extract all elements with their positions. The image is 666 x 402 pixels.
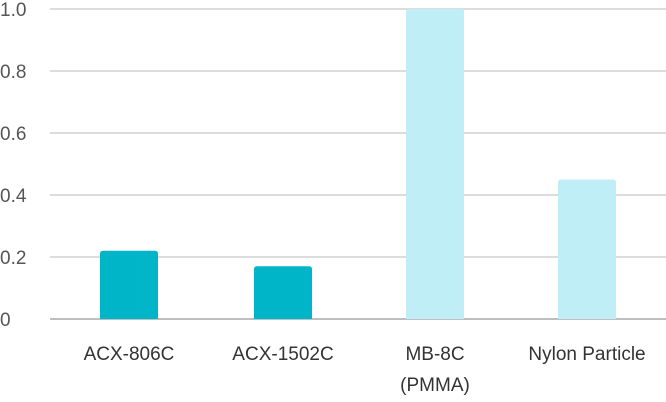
bar — [558, 179, 616, 319]
y-tick-label: 1.0 — [0, 0, 26, 21]
bar — [100, 250, 158, 319]
x-category-label: ACX-1502C — [232, 344, 333, 365]
x-category-label: MB-8C — [405, 344, 464, 365]
y-tick-label: 0.6 — [0, 124, 26, 145]
y-tick-label: 0 — [0, 310, 11, 331]
y-tick-label: 0.8 — [0, 62, 26, 83]
x-category-label: (PMMA) — [400, 375, 470, 396]
bars — [100, 9, 616, 319]
bar — [254, 266, 312, 319]
x-category-label: ACX-806C — [84, 344, 175, 365]
y-axis-ticks: 0 0.2 0.4 0.6 0.8 1.0 — [0, 0, 27, 331]
x-category-label: Nylon Particle — [528, 344, 645, 365]
bar — [406, 9, 464, 319]
y-tick-label: 0.4 — [0, 186, 27, 207]
y-tick-label: 0.2 — [0, 248, 26, 269]
x-axis-categories: ACX-806C ACX-1502C MB-8C (PMMA) Nylon Partic… — [84, 344, 646, 396]
